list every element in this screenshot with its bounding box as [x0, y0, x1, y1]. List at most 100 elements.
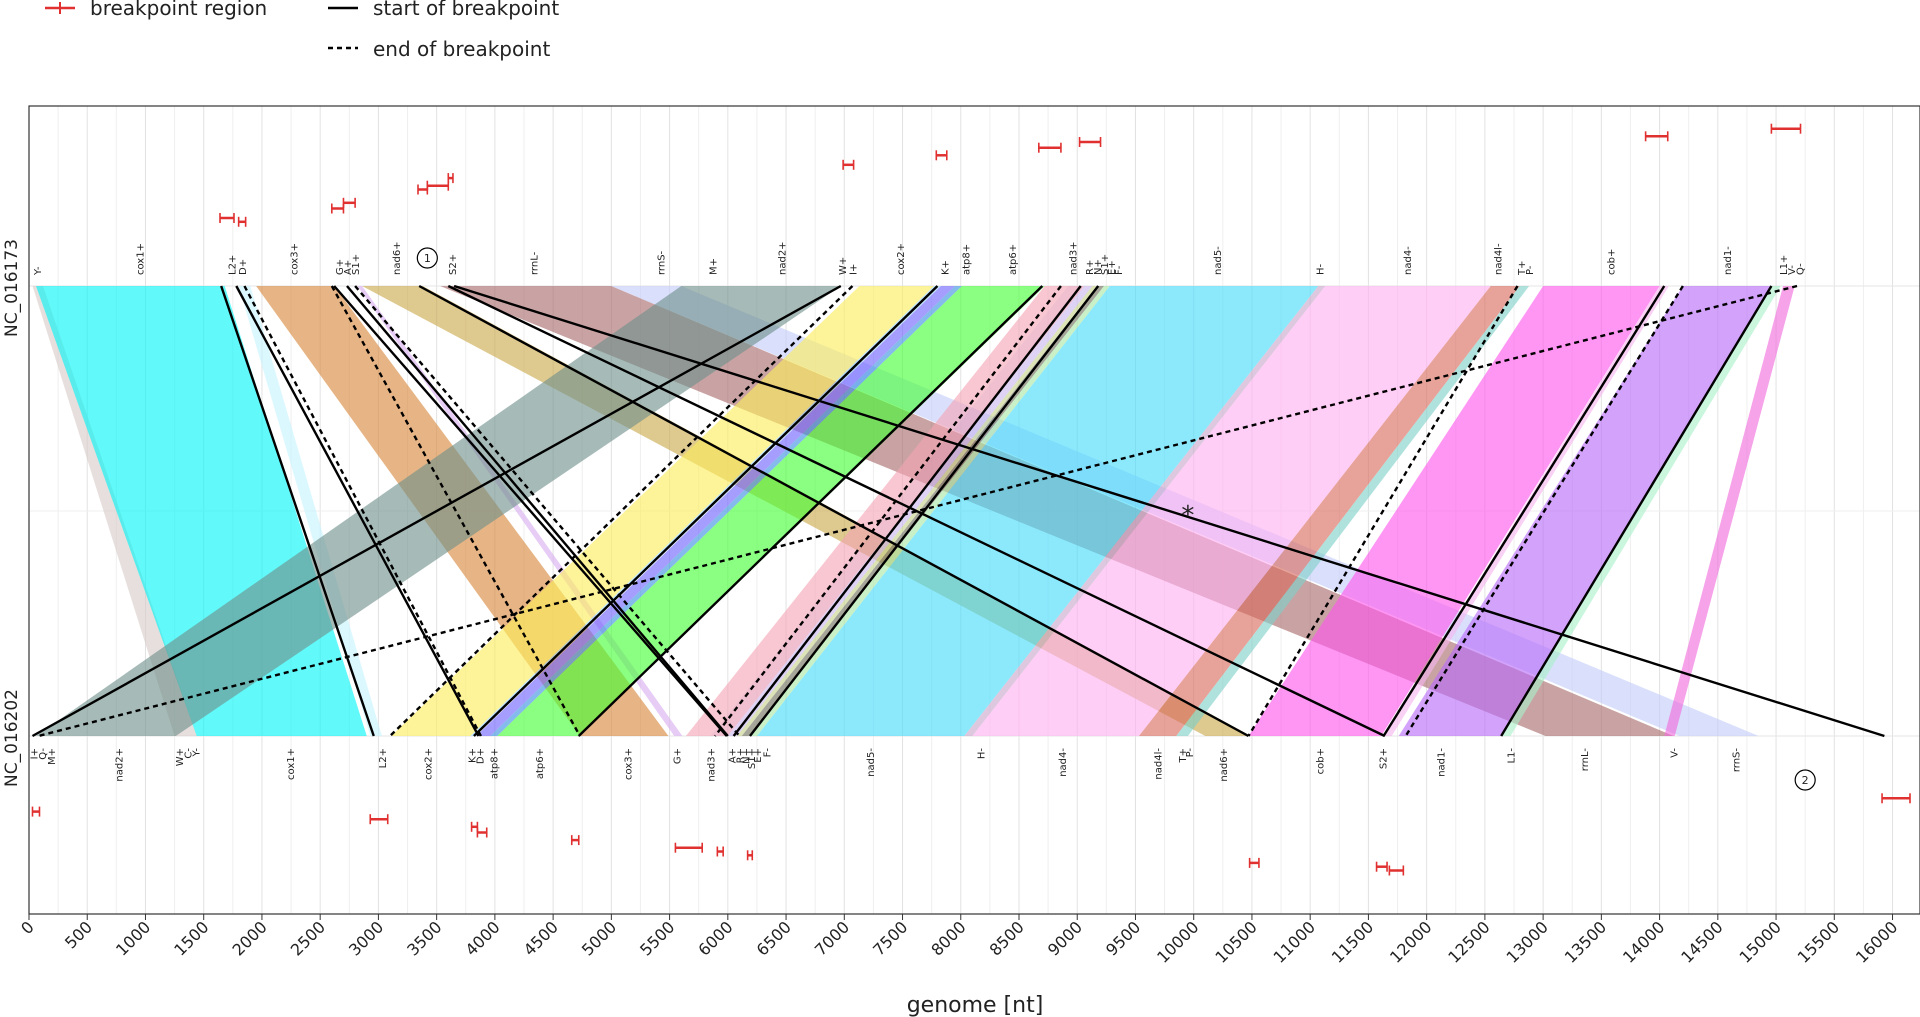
gene-label-top: nad4l- [1494, 243, 1505, 275]
annotation-circle-label: 1 [424, 252, 431, 265]
gene-label-bottom: A+ [727, 748, 738, 763]
x-tick-label: 8000 [927, 917, 969, 959]
x-tick-label: 12000 [1386, 917, 1435, 966]
x-axis: 0 500 1000 1500 2000 2500 3000 3500 4000 4500 5000… [17, 914, 1901, 967]
gene-label-bottom: I+ [30, 748, 41, 759]
x-axis-label: genome [nt] [907, 993, 1044, 1017]
synteny-block [476, 286, 955, 736]
gene-label-top: D+ [238, 259, 249, 275]
gene-label-bottom: Q- [38, 748, 49, 760]
breakpoint-start-line [749, 285, 1100, 737]
breakpoint-start-line [453, 284, 1885, 738]
x-tick-label: 9500 [1102, 917, 1144, 959]
breakpoint-end-line [38, 284, 1798, 738]
x-tick-label: 9000 [1044, 917, 1086, 959]
gene-label-bottom: D+ [476, 748, 487, 764]
legend-label-breakpoint-region: breakpoint region [90, 0, 267, 20]
gene-label-bottom: S1+ [747, 748, 758, 769]
gene-label-bottom: nad3+ [706, 748, 717, 782]
synteny-block [1138, 286, 1520, 736]
synteny-block [756, 286, 1319, 736]
gene-label-top: F- [1114, 265, 1125, 275]
gene-label-top: atp8+ [961, 244, 972, 275]
gene-label-bottom: C- [183, 748, 194, 759]
gene-label-top: I+ [848, 264, 859, 275]
gene-label-top: R+ [1085, 260, 1096, 275]
gene-label-top: nad2+ [777, 241, 788, 275]
x-tick-label: 1500 [170, 917, 212, 959]
gene-label-bottom: cox2+ [423, 748, 434, 780]
x-tick-label: 7500 [869, 917, 911, 959]
breakpoint-regions [31, 123, 1911, 876]
breakpoint-start-line [1500, 285, 1773, 737]
gene-label-top: Y- [33, 266, 44, 276]
synteny-block [1248, 286, 1660, 736]
gene-label-top: cob+ [1607, 249, 1618, 275]
gene-label-top: L1+ [1779, 255, 1790, 275]
x-tick-label: 6000 [694, 917, 736, 959]
x-tick-label: 15000 [1735, 917, 1784, 966]
x-tick-label: 13500 [1561, 917, 1610, 966]
annotation-circle-label: 2 [1802, 774, 1809, 787]
x-tick-label: 14000 [1619, 917, 1668, 966]
x-tick-label: 5500 [636, 917, 678, 959]
annotation-star: * [1181, 501, 1194, 531]
gene-label-bottom: E+ [753, 748, 764, 763]
breakpoint-start-line [1382, 285, 1666, 737]
x-tick-label: 0 [17, 917, 38, 938]
x-tick-label: 3000 [345, 917, 387, 959]
gene-label-top: atp6+ [1008, 244, 1019, 275]
breakpoint-start-line [31, 284, 842, 738]
gene-label-bottom: cox1+ [286, 748, 297, 780]
breakpoint-start-line [732, 285, 1082, 737]
gene-label-top: nad3+ [1069, 241, 1080, 275]
gene-label-bottom: rrnS- [1731, 748, 1742, 773]
synteny-block [748, 286, 1110, 736]
gene-label-bottom: nad5- [866, 748, 877, 777]
synteny-block [1664, 286, 1795, 736]
synteny-block [685, 286, 1068, 736]
x-tick-label: 14500 [1677, 917, 1726, 966]
legend: breakpoint region start of breakpoint en… [45, 0, 559, 61]
gene-label-top: A+ [343, 260, 354, 275]
gene-label-top: H- [1315, 263, 1326, 275]
x-tick-label: 11500 [1328, 917, 1377, 966]
gene-label-top: L2+ [228, 255, 239, 275]
x-tick-label: 15500 [1794, 917, 1843, 966]
x-tick-label: 12500 [1444, 917, 1493, 966]
gene-label-top: N+ [1093, 259, 1104, 275]
x-tick-label: 4500 [520, 917, 562, 959]
breakpoint-start-line [235, 285, 480, 737]
x-tick-label: 2000 [229, 917, 271, 959]
legend-label-start-of-breakpoint: start of breakpoint [373, 0, 559, 20]
x-tick-label: 7000 [811, 917, 853, 959]
x-tick-label: 6500 [753, 917, 795, 959]
breakpoint-end-line [330, 285, 581, 737]
gene-label-bottom: S2+ [1378, 748, 1389, 769]
breakpoint-end-line [714, 285, 1062, 737]
gene-label-bottom: K+ [468, 748, 479, 763]
gene-label-bottom: atp8+ [490, 748, 501, 779]
gene-label-bottom: L1- [1507, 748, 1518, 764]
breakpoint-lines [31, 284, 1885, 738]
gene-label-top: rrnS- [656, 250, 667, 275]
x-tick-label: 10500 [1211, 917, 1260, 966]
gene-label-bottom: R+ [735, 748, 746, 763]
gene-label-bottom: L2+ [378, 748, 389, 768]
breakpoint-start-line [220, 285, 375, 737]
synteny-block [964, 286, 1326, 736]
x-tick-label: 8500 [986, 917, 1028, 959]
gene-label-top: nad6+ [392, 241, 403, 275]
synteny-block [32, 286, 197, 736]
synteny-blocks [32, 286, 1795, 736]
synteny-block [1501, 286, 1781, 736]
gene-label-bottom: V- [1670, 748, 1681, 758]
x-tick-label: 2500 [287, 917, 329, 959]
gene-label-bottom: N+ [741, 748, 752, 764]
breakpoint-start-line [346, 285, 729, 737]
legend-label-end-of-breakpoint: end of breakpoint [373, 37, 550, 61]
x-tick-label: 1000 [112, 917, 154, 959]
gene-label-top: nad4- [1403, 246, 1414, 275]
gene-label-top: S1+ [1100, 254, 1111, 275]
